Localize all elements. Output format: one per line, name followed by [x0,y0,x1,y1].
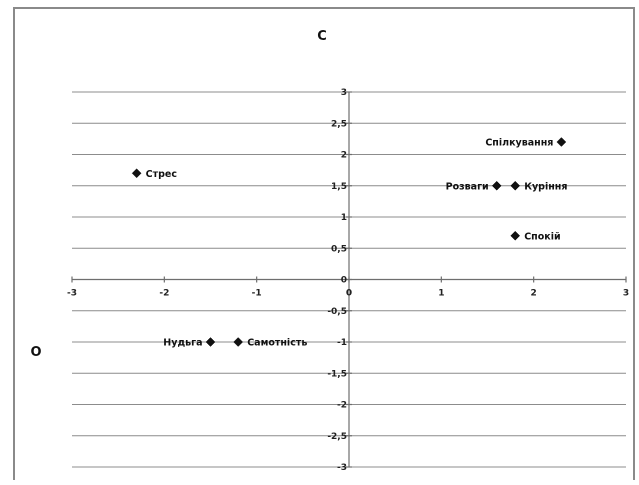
data-point-marker [556,137,567,147]
data-point-marker [131,168,142,179]
tick-labels: -3 -2 -1 0 1 2 3 3 2,5 2 1,5 1 0,5 0 -0,5 -1 -1,5 -2 -2,5 -… [67,88,629,473]
y-tick-label: -1,5 [327,369,347,379]
data-point-label: Розваги [446,181,489,192]
x-tick-label: -3 [67,289,77,299]
data-point-label: Стрес [146,169,177,180]
data-point-marker [205,337,216,347]
axes [71,91,627,468]
x-tick-label: -2 [159,289,169,299]
x-tick-label: 3 [623,289,629,299]
left-axis-label: О [30,345,41,360]
data-point-label: Куріння [524,181,567,192]
x-tick-label: 0 [346,289,352,299]
x-tick-label: 2 [531,289,537,299]
data-point-label: Самотність [247,338,307,349]
y-tick-label: 2,5 [331,119,347,129]
top-axis-label: С [317,29,327,44]
y-tick-label: 2 [341,151,347,161]
y-tick-label: 0,5 [331,244,347,254]
x-tick-label: 1 [438,289,444,299]
y-tick-label: -2,5 [327,432,347,442]
y-tick-label: 1 [341,213,347,223]
data-point-label: Спілкування [485,138,553,149]
y-tick-label: 0 [341,276,347,286]
data-points: Стрес Спілкування Розваги Куріння Спокій Нудь… [131,137,567,349]
y-tick-label: -3 [337,463,347,473]
x-tick-label: -1 [252,289,262,299]
y-tick-label: 1,5 [331,182,347,192]
y-tick-label: -1 [337,338,347,348]
data-point-label: Нудьга [163,338,202,349]
data-point-marker [233,337,244,347]
y-tick-label: -0,5 [327,307,347,317]
data-point-marker [510,230,521,241]
data-point-label: Спокій [524,231,560,242]
data-point-marker [510,180,521,191]
y-tick-label: -2 [337,401,347,411]
y-tick-label: 3 [341,88,347,98]
data-point-marker [491,180,502,191]
chart-border [13,7,635,485]
